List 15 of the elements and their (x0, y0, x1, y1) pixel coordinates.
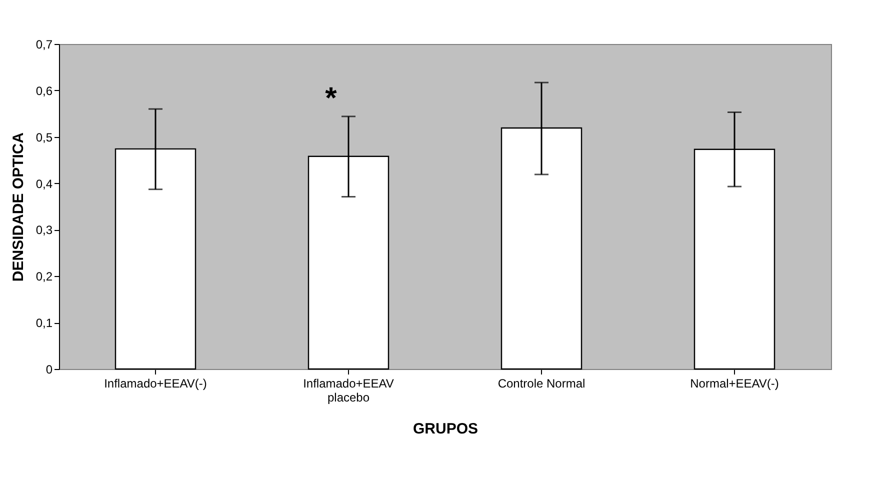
y-tick-label: 0,3 (36, 223, 53, 238)
x-tick-label: Inflamado+EEAV(-) (104, 376, 207, 390)
x-tick-label: Normal+EEAV(-) (690, 376, 779, 390)
y-axis-title: DENSIDADE OPTICA (10, 132, 27, 282)
x-tick-label: Controle Normal (498, 376, 586, 390)
y-tick-label: 0,5 (36, 130, 53, 144)
x-tick-label: Inflamado+EEAV placebo (303, 376, 394, 404)
y-tick-label: 0,4 (36, 176, 53, 191)
x-axis-title: GRUPOS (412, 420, 478, 438)
y-tick-label: 0 (46, 362, 53, 376)
y-tick-label: 0,6 (36, 84, 53, 98)
y-tick-label: 0,1 (36, 316, 53, 330)
y-tick-label: 0,2 (36, 270, 53, 284)
y-tick-label: 0,7 (36, 38, 53, 52)
annotation: * (325, 82, 338, 115)
